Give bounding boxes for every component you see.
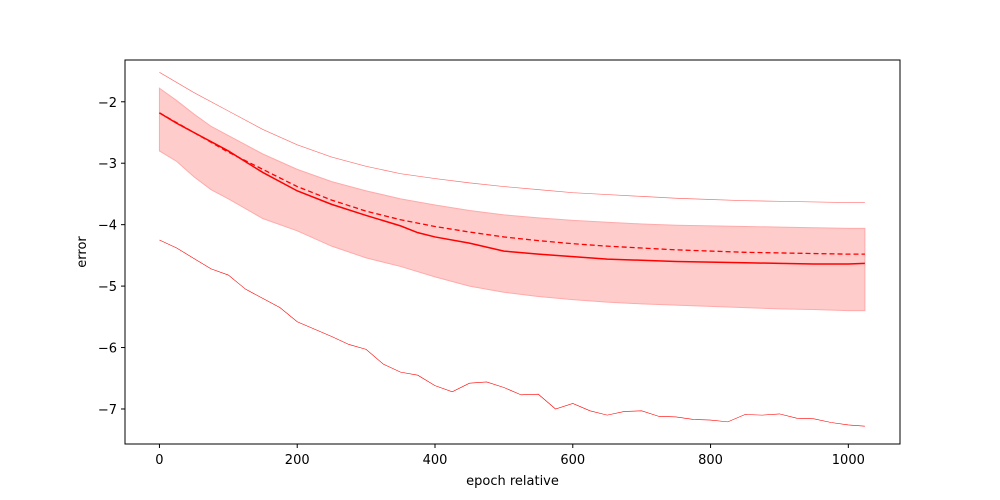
x-tick-label: 1000: [832, 453, 865, 468]
y-tick-label: −6: [98, 342, 117, 357]
x-tick-label: 0: [155, 453, 163, 468]
y-tick-label: −2: [98, 96, 117, 111]
range-band: [158, 87, 866, 312]
y-axis-label: error: [75, 236, 90, 268]
y-tick-label: −5: [98, 280, 117, 295]
series-mean-line: [159, 112, 865, 265]
y-axis: −7 −6 −5 −4 −3 −2: [98, 96, 125, 418]
x-tick-label: 800: [698, 453, 723, 468]
axes-frame: [124, 59, 901, 445]
x-tick-label: 200: [285, 453, 310, 468]
series-upper-line: [159, 71, 865, 203]
x-axis: 0 200 400 600 800 1000: [155, 444, 865, 468]
y-tick-label: −3: [98, 157, 117, 172]
x-tick-label: 400: [423, 453, 448, 468]
series-reference-line: [159, 112, 865, 255]
x-tick-label: 600: [560, 453, 585, 468]
plot-area: [158, 71, 866, 427]
series-lower-line: [159, 239, 865, 427]
x-axis-label: epoch relative: [466, 474, 559, 489]
y-tick-label: −4: [98, 219, 117, 234]
y-tick-label: −7: [98, 403, 117, 418]
